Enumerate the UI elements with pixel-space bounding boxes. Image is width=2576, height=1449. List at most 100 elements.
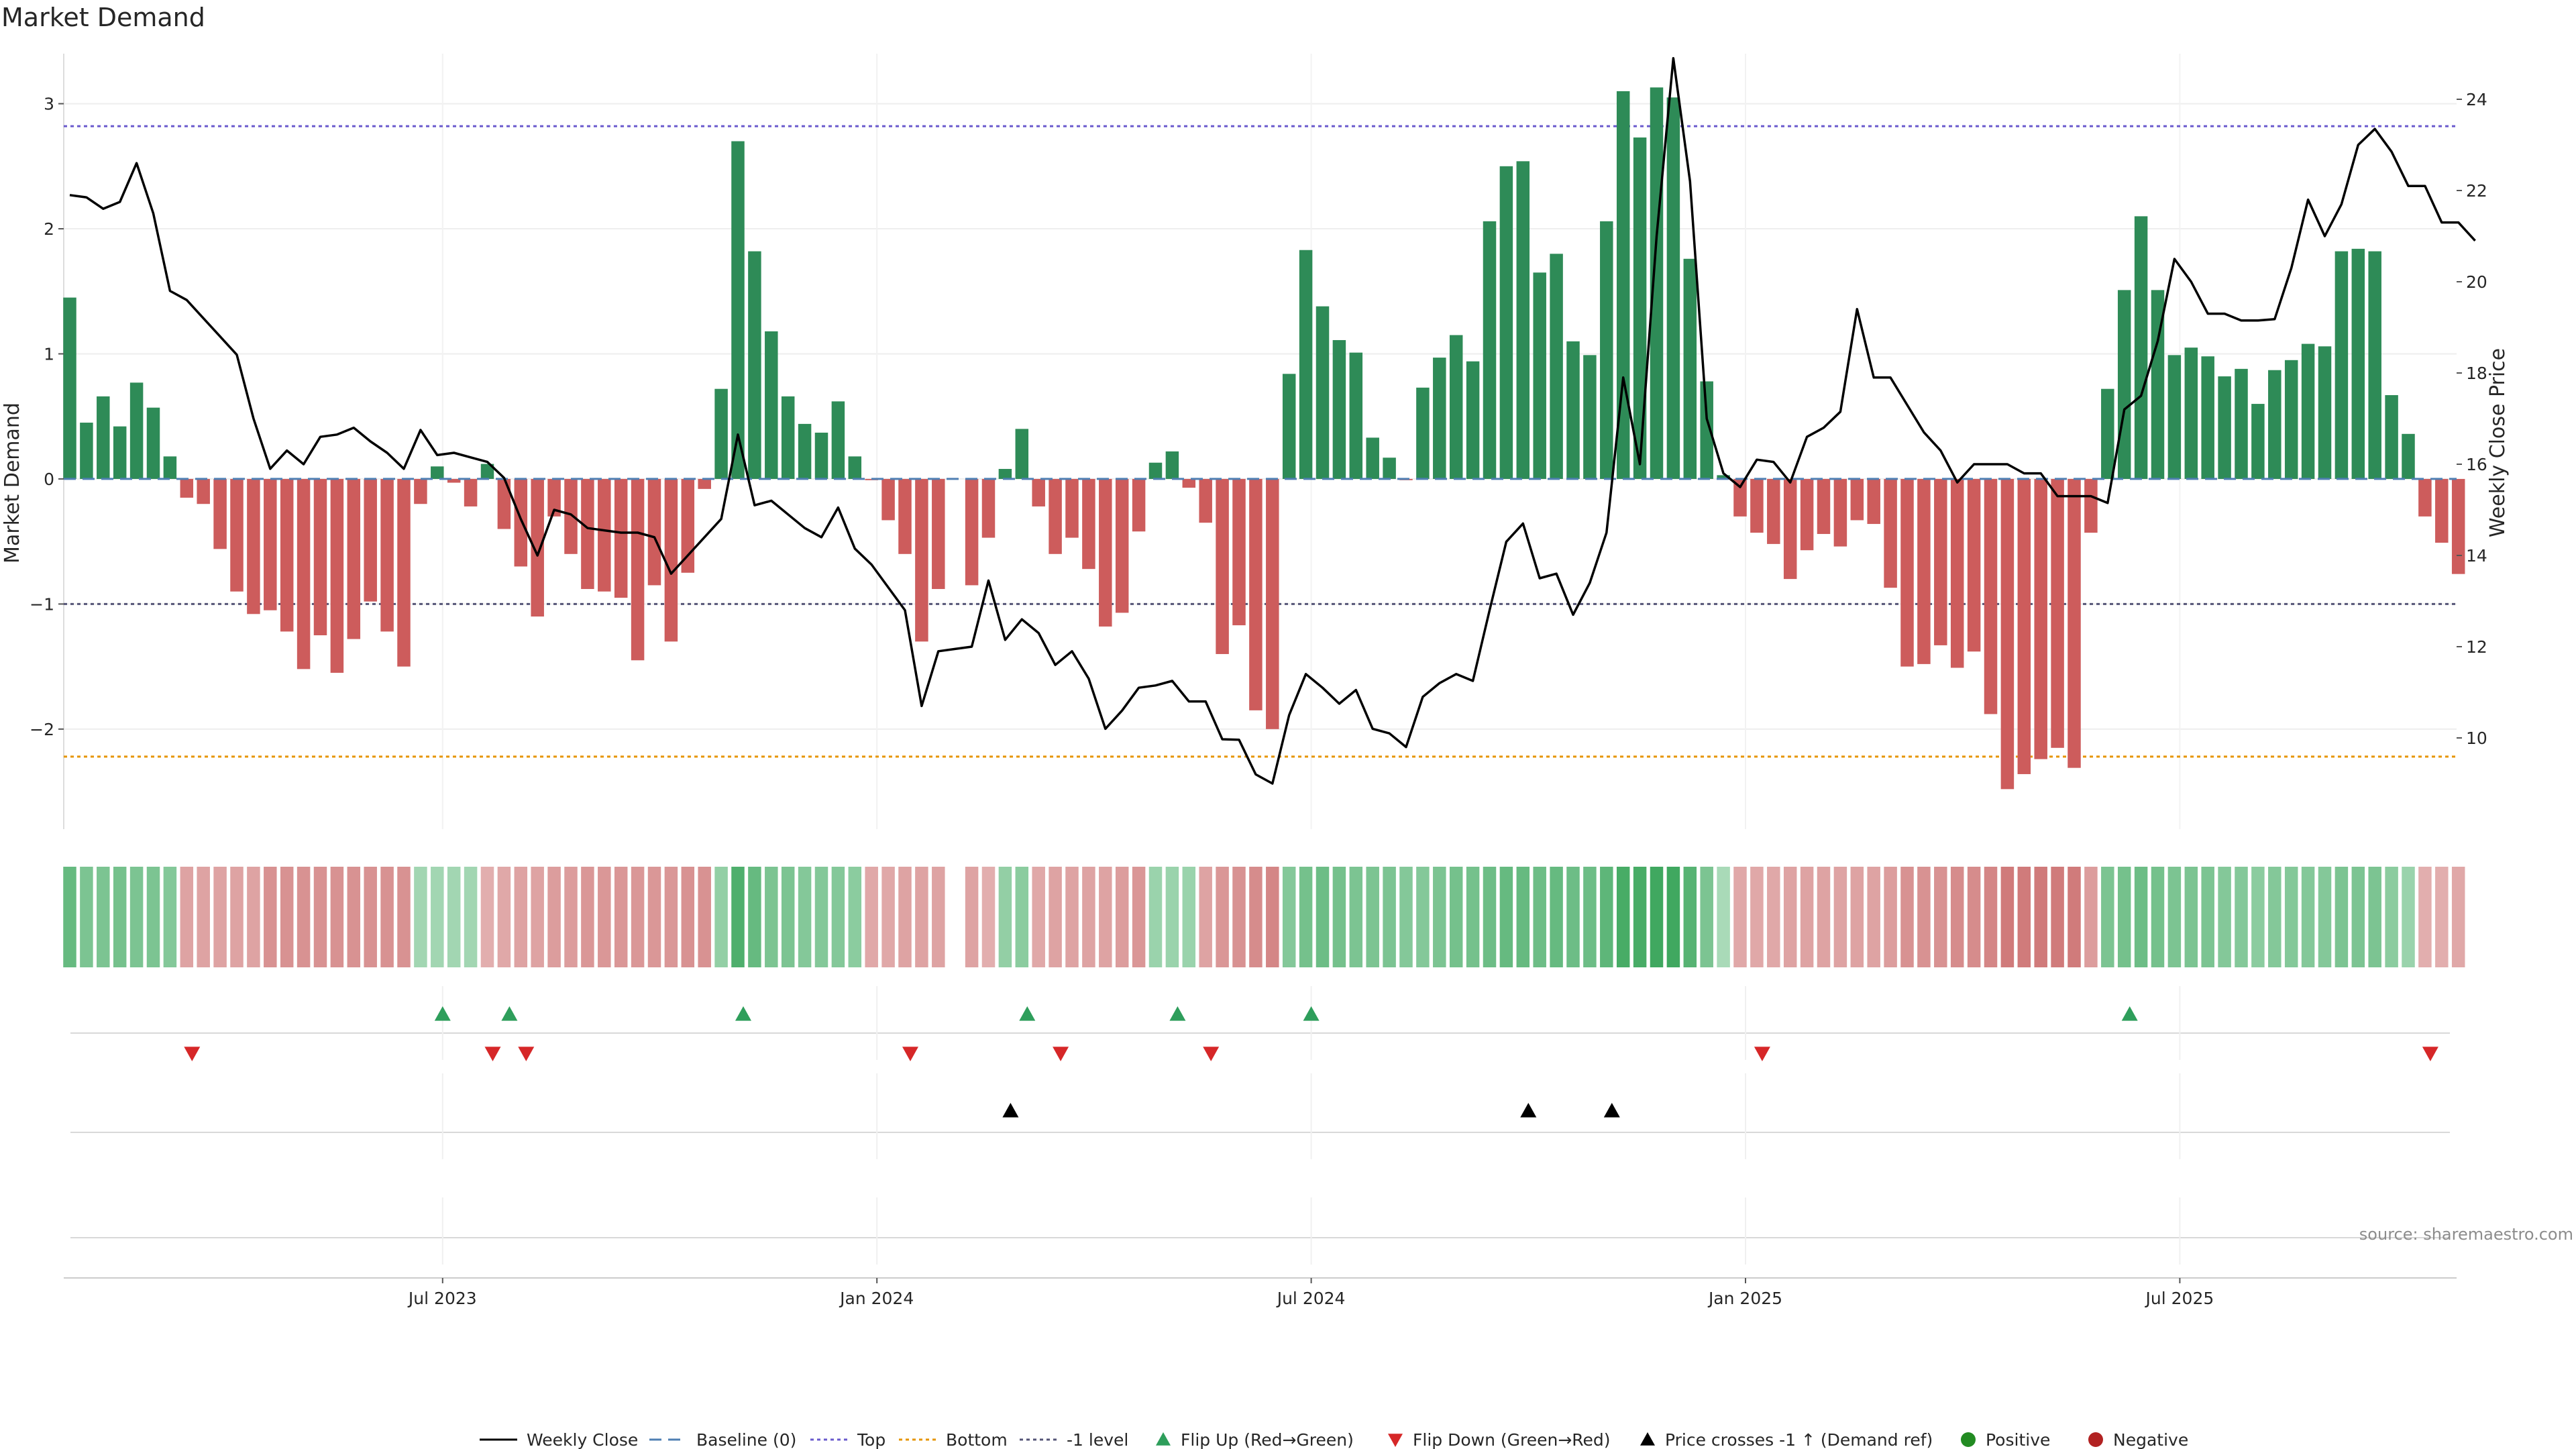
heat-cell xyxy=(2251,867,2265,967)
heat-cell xyxy=(1967,867,1981,967)
demand-bar xyxy=(1683,258,1697,479)
heat-cell xyxy=(1633,867,1647,967)
demand-bar xyxy=(1516,161,1530,479)
right-tick-label: 10 xyxy=(2466,729,2487,748)
heat-cell xyxy=(1483,867,1497,967)
heat-cell xyxy=(1717,867,1730,967)
heat-cell xyxy=(1550,867,1563,967)
heat-cell xyxy=(313,867,327,967)
heat-cell xyxy=(2101,867,2114,967)
demand-bar xyxy=(2051,478,2064,748)
demand-bar xyxy=(531,478,544,617)
demand-bar xyxy=(364,478,377,602)
heat-cell xyxy=(280,867,294,967)
demand-bar xyxy=(2385,395,2398,479)
legend: Weekly Close Baseline (0) Top Bottom -1 leve… xyxy=(480,1430,2188,1449)
heat-cell xyxy=(748,867,761,967)
heat-cell xyxy=(1499,867,1513,967)
demand-bar xyxy=(2351,248,2365,479)
demand-bar xyxy=(2084,478,2098,533)
demand-bar xyxy=(1917,478,1931,664)
legend-label: Baseline (0) xyxy=(696,1430,796,1449)
demand-bar xyxy=(998,469,1012,479)
heat-cell xyxy=(2235,867,2248,967)
heat-cell xyxy=(2201,867,2214,967)
heat-cell xyxy=(2051,867,2064,967)
demand-bar xyxy=(1767,478,1780,544)
demand-bar xyxy=(798,423,812,479)
demand-bar xyxy=(1316,306,1330,479)
demand-bar xyxy=(2117,290,2131,479)
legend-swatch xyxy=(2088,1432,2103,1447)
demand-bar xyxy=(2334,251,2349,479)
demand-bar xyxy=(1583,355,1597,479)
demand-bar xyxy=(2167,355,2182,479)
heat-cell xyxy=(1416,867,1430,967)
demand-bar xyxy=(1366,437,1379,479)
heat-cell xyxy=(2318,867,2332,967)
heat-cell xyxy=(814,867,828,967)
demand-bar xyxy=(2435,478,2449,543)
heat-cell xyxy=(146,867,160,967)
demand-bar xyxy=(1950,478,1964,668)
left-tick-label: −1 xyxy=(30,594,54,614)
heat-cell xyxy=(2435,867,2449,967)
demand-bar xyxy=(1934,478,1947,645)
demand-bar xyxy=(97,396,110,479)
demand-bar xyxy=(2201,356,2214,479)
heat-cell xyxy=(1533,867,1546,967)
demand-bar xyxy=(2101,388,2114,479)
heat-cell xyxy=(230,867,244,967)
demand-bar xyxy=(1433,358,1446,479)
heat-cell xyxy=(2000,867,2015,967)
heat-cell xyxy=(1950,867,1964,967)
demand-bar xyxy=(1015,429,1029,479)
demand-bar xyxy=(1049,478,1062,554)
heat-cell xyxy=(1232,867,1246,967)
heat-cell xyxy=(1867,867,1880,967)
flip-down-marker xyxy=(484,1046,501,1061)
demand-bar xyxy=(63,297,76,479)
legend-label: Negative xyxy=(2113,1430,2188,1449)
heat-cell xyxy=(347,867,361,967)
heat-cell xyxy=(1650,867,1664,967)
demand-bar xyxy=(2151,290,2165,479)
demand-bar xyxy=(1884,478,1897,588)
heat-cell xyxy=(1466,867,1480,967)
heat-cell xyxy=(698,867,711,967)
x-tick-label: Jan 2025 xyxy=(1707,1289,1782,1308)
heat-cell xyxy=(1349,867,1363,967)
legend-label: Positive xyxy=(1986,1430,2050,1449)
demand-bar xyxy=(1148,462,1163,479)
heat-cell xyxy=(2334,867,2349,967)
heat-cell xyxy=(1433,867,1446,967)
left-axis: 3 2 1 0 −1 −2 xyxy=(30,95,64,739)
demand-bar xyxy=(1266,478,1279,729)
heat-cell xyxy=(414,867,427,967)
heat-cell xyxy=(1316,867,1330,967)
heat-cell xyxy=(765,867,778,967)
heat-cell xyxy=(480,867,494,967)
flip-down-marker xyxy=(1754,1046,1770,1061)
left-tick-label: 3 xyxy=(44,95,54,114)
demand-bar xyxy=(2268,370,2282,479)
flip-down-marker xyxy=(184,1046,201,1061)
demand-bar xyxy=(581,478,594,590)
flip-up-marker xyxy=(1303,1006,1320,1021)
demand-bar xyxy=(564,478,578,554)
weekly-close-line xyxy=(69,57,2476,785)
demand-bar xyxy=(1416,387,1430,479)
heat-cell xyxy=(380,867,394,967)
heat-cell xyxy=(2284,867,2298,967)
heat-cell xyxy=(397,867,411,967)
heat-cell xyxy=(2301,867,2315,967)
demand-bar xyxy=(80,423,93,479)
demand-bar xyxy=(280,478,294,632)
demand-heat-strip xyxy=(63,867,2465,967)
right-axis-label: Weekly Close Price xyxy=(2486,348,2510,537)
demand-bar xyxy=(748,251,761,479)
demand-bar xyxy=(1717,475,1730,479)
heat-cell xyxy=(1282,867,1296,967)
heat-cell xyxy=(965,867,979,967)
